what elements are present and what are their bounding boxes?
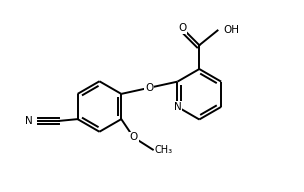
Text: O: O [178, 23, 187, 33]
Text: OH: OH [224, 26, 240, 36]
Text: O: O [130, 132, 138, 142]
Text: N: N [25, 116, 33, 126]
Text: CH₃: CH₃ [154, 145, 173, 155]
Text: N: N [174, 102, 181, 112]
Text: O: O [145, 83, 154, 93]
